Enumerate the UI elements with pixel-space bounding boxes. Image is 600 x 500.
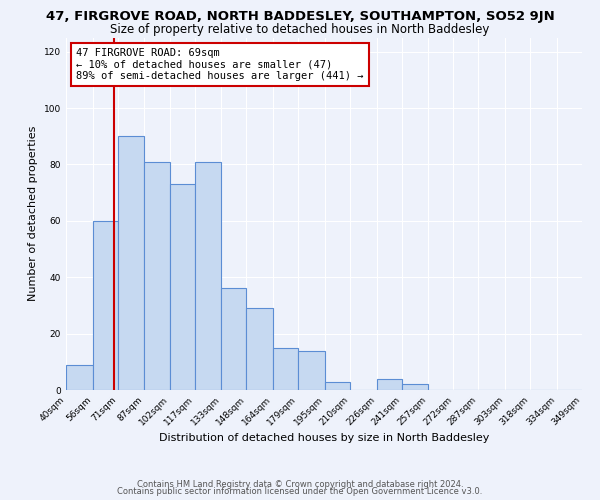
Text: 47, FIRGROVE ROAD, NORTH BADDESLEY, SOUTHAMPTON, SO52 9JN: 47, FIRGROVE ROAD, NORTH BADDESLEY, SOUT… [46,10,554,23]
Text: Contains HM Land Registry data © Crown copyright and database right 2024.: Contains HM Land Registry data © Crown c… [137,480,463,489]
Bar [194,162,221,390]
Bar [377,378,401,390]
Bar [145,162,170,390]
Bar [325,382,350,390]
Bar [298,350,325,390]
X-axis label: Distribution of detached houses by size in North Baddesley: Distribution of detached houses by size … [159,432,489,442]
Text: Size of property relative to detached houses in North Baddesley: Size of property relative to detached ho… [110,22,490,36]
Bar [221,288,247,390]
Text: Contains public sector information licensed under the Open Government Licence v3: Contains public sector information licen… [118,487,482,496]
Bar [401,384,428,390]
Bar [118,136,145,390]
Bar [273,348,298,390]
Text: 47 FIRGROVE ROAD: 69sqm
← 10% of detached houses are smaller (47)
89% of semi-de: 47 FIRGROVE ROAD: 69sqm ← 10% of detache… [76,48,364,82]
Bar [170,184,194,390]
Y-axis label: Number of detached properties: Number of detached properties [28,126,38,302]
Bar [93,221,118,390]
Bar [66,364,93,390]
Bar [247,308,273,390]
